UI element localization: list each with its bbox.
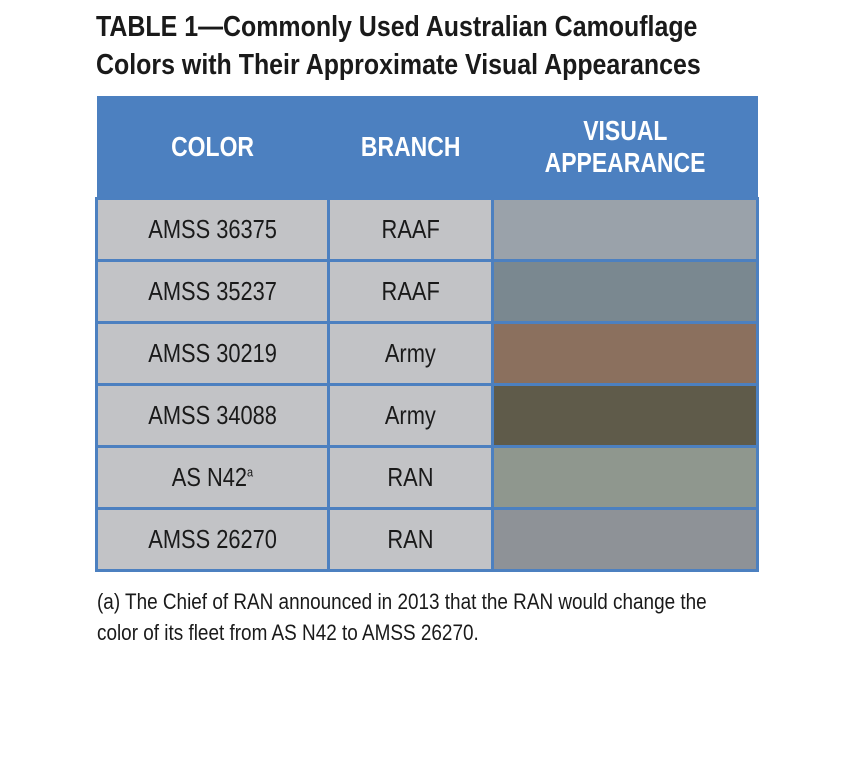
- color-swatch: [491, 507, 759, 572]
- color-code: AMSS 36375: [148, 214, 277, 244]
- branch-cell: RAAF: [327, 197, 494, 262]
- branch-cell: RAAF: [327, 259, 494, 324]
- table-row: AMSS 30219 Army: [95, 321, 759, 386]
- table-header-row: COLOR BRANCH VISUAL APPEARANCE: [96, 96, 758, 199]
- column-header-branch: BRANCH: [328, 96, 493, 199]
- column-header-color: COLOR: [96, 96, 329, 199]
- footnote-line-2: color of its fleet from AS N42 to AMSS 2…: [97, 620, 479, 645]
- branch-name: Army: [385, 338, 436, 368]
- table-row: AMSS 26270 RAN: [95, 507, 759, 572]
- column-header-visual-appearance: VISUAL APPEARANCE: [492, 96, 758, 199]
- color-code: AMSS 30219: [148, 338, 277, 368]
- visual-header-line-2: APPEARANCE: [544, 146, 706, 178]
- table-row: AMSS 35237 RAAF: [95, 259, 759, 324]
- footnote: (a) The Chief of RAN announced in 2013 t…: [97, 586, 751, 648]
- footnote-marker: a: [247, 464, 254, 480]
- branch-cell: Army: [327, 321, 494, 386]
- table-row: AMSS 36375 RAAF: [95, 197, 759, 262]
- branch-name: RAAF: [381, 276, 440, 306]
- color-code-cell: AS N42a: [95, 445, 330, 510]
- table-row: AS N42a RAN: [95, 445, 759, 510]
- color-code: AMSS 35237: [148, 276, 277, 306]
- branch-name: RAN: [387, 524, 434, 554]
- branch-name: RAN: [387, 462, 434, 492]
- color-code-cell: AMSS 30219: [95, 321, 330, 386]
- color-swatch: [491, 445, 759, 510]
- branch-cell: RAN: [327, 507, 494, 572]
- table-title-line-1: TABLE 1—Commonly Used Australian Camoufl…: [96, 11, 698, 43]
- table-title-line-2: Colors with Their Approximate Visual App…: [96, 49, 701, 81]
- branch-cell: RAN: [327, 445, 494, 510]
- table-title: TABLE 1—Commonly Used Australian Camoufl…: [96, 8, 701, 84]
- camouflage-colors-table: COLOR BRANCH VISUAL APPEARANCE AMSS 3637…: [95, 96, 759, 572]
- table-header: COLOR BRANCH VISUAL APPEARANCE: [96, 96, 758, 199]
- branch-name: Army: [385, 400, 436, 430]
- color-code: AS N42: [171, 462, 248, 492]
- color-swatch: [491, 383, 759, 448]
- color-swatch: [491, 197, 759, 262]
- color-code-cell: AMSS 26270: [95, 507, 330, 572]
- table-body: AMSS 36375 RAAF AMSS 35237 RAAF AMSS 30219 Ar…: [95, 197, 759, 572]
- branch-cell: Army: [327, 383, 494, 448]
- color-code-cell: AMSS 36375: [95, 197, 330, 262]
- table-row: AMSS 34088 Army: [95, 383, 759, 448]
- color-swatch: [491, 321, 759, 386]
- color-code: AMSS 26270: [148, 524, 277, 554]
- footnote-line-1: (a) The Chief of RAN announced in 2013 t…: [97, 589, 707, 614]
- color-code-cell: AMSS 35237: [95, 259, 330, 324]
- color-code-cell: AMSS 34088: [95, 383, 330, 448]
- visual-header-line-1: VISUAL: [582, 114, 668, 146]
- branch-name: RAAF: [381, 214, 440, 244]
- color-code: AMSS 34088: [148, 400, 277, 430]
- color-swatch: [491, 259, 759, 324]
